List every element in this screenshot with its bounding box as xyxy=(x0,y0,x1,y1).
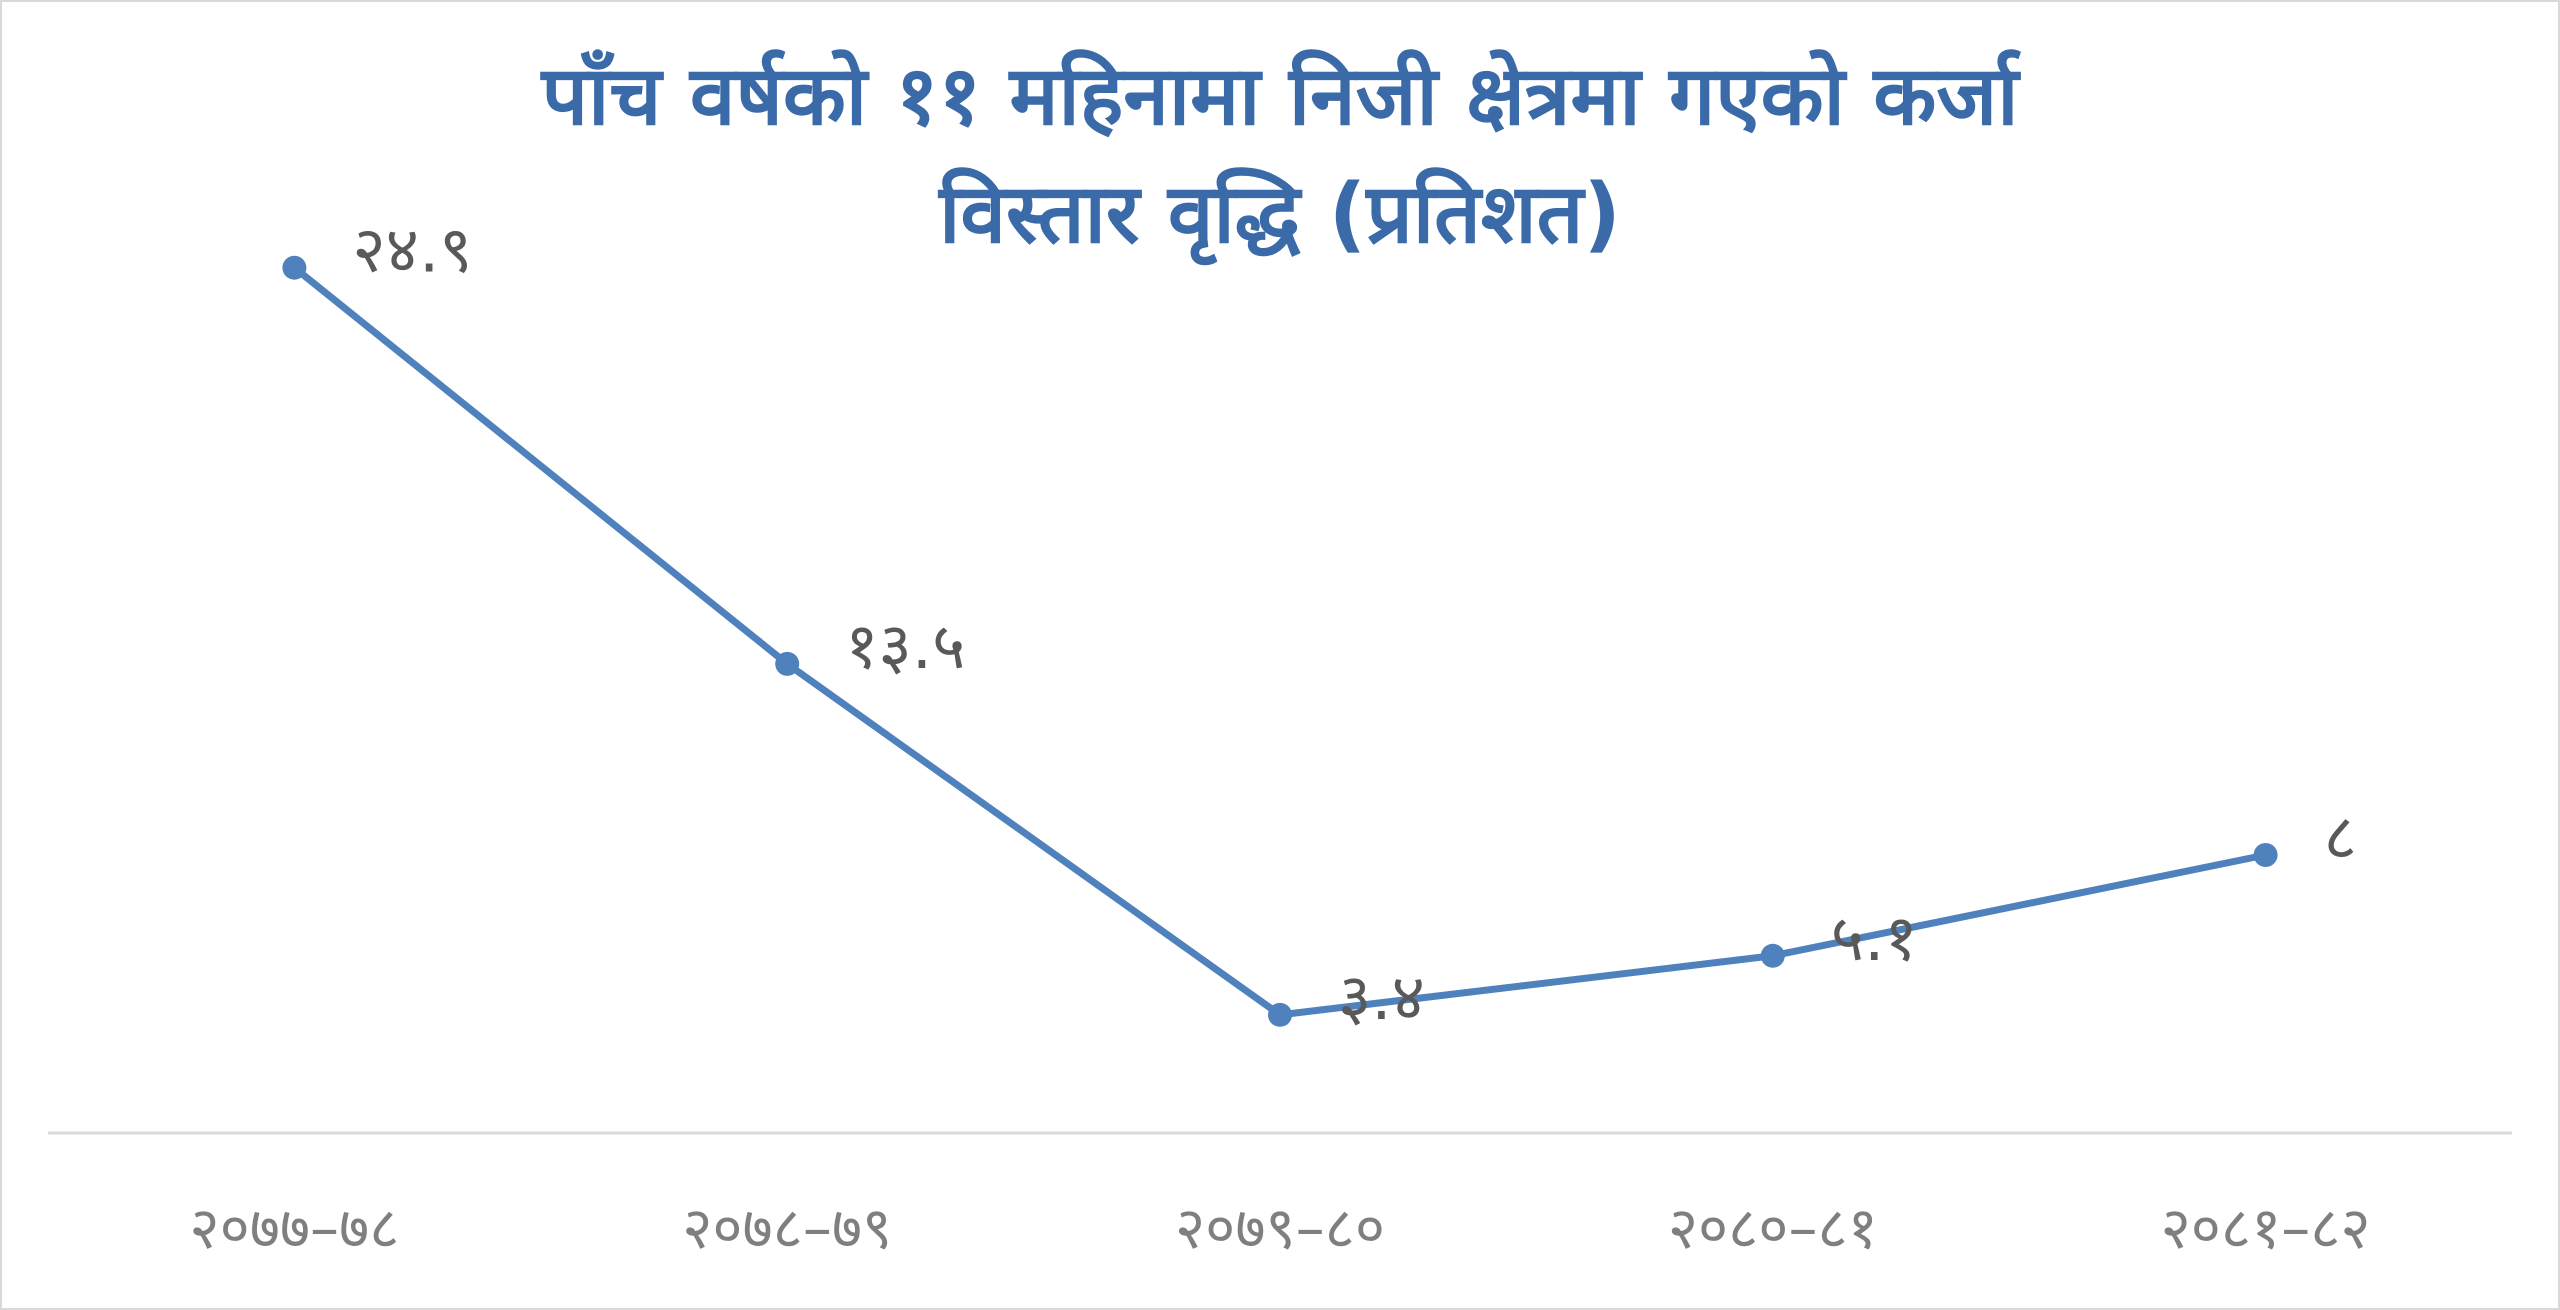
chart-title-line-2: विस्तार वृद्धि (प्रतिशत) xyxy=(939,167,1621,262)
x-tick-layer: २०७७–७८ २०७८–७९ २०७९–८० २०८०–८१ २०८१–८२ xyxy=(189,1194,2370,1262)
data-label: २४.९ xyxy=(352,214,472,288)
data-label: १३.५ xyxy=(845,610,965,684)
series-layer xyxy=(282,255,2278,1027)
data-point[interactable] xyxy=(1760,943,1785,968)
data-point[interactable] xyxy=(1268,1002,1292,1027)
data-point[interactable] xyxy=(775,651,800,676)
data-point[interactable] xyxy=(2253,843,2278,867)
data-label: ५.१ xyxy=(1831,902,1918,976)
x-tick-label: २०८१–८२ xyxy=(2161,1194,2371,1262)
x-tick-label: २०७९–८० xyxy=(1175,1194,1385,1262)
chart-title: पाँच वर्षको ११ महिनामा निजी क्षेत्रमा गए… xyxy=(0,38,2560,274)
series-line xyxy=(290,264,2270,1019)
x-tick-label: २०७७–७८ xyxy=(189,1194,399,1262)
chart-title-line-1: पाँच वर्षको ११ महिनामा निजी क्षेत्रमा गए… xyxy=(541,49,2019,144)
data-label: ३.४ xyxy=(1338,961,1425,1035)
data-label-layer: २४.९ १३.५ ३.४ ५.१ ८ xyxy=(352,214,2356,1035)
x-tick-label: २०७८–७९ xyxy=(682,1194,892,1262)
x-tick-label: २०८०–८१ xyxy=(1668,1194,1878,1262)
data-label: ८ xyxy=(2324,801,2357,875)
data-point[interactable] xyxy=(282,255,307,280)
